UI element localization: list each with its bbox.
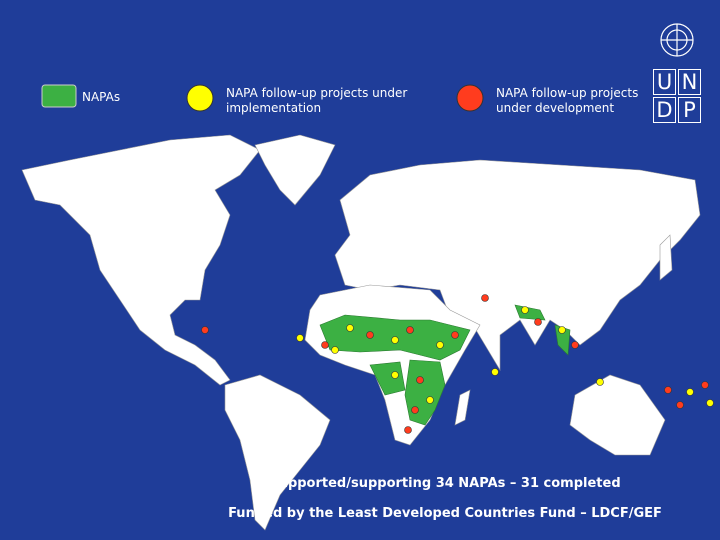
dot xyxy=(664,386,672,394)
central-africa xyxy=(369,361,406,396)
dot xyxy=(331,346,339,354)
legend-swatch xyxy=(456,84,484,112)
dot xyxy=(571,341,579,349)
summary: Supported/supporting 34 NAPAs – 31 compl… xyxy=(269,476,621,491)
dot xyxy=(346,324,354,332)
legend-swatch xyxy=(186,84,214,112)
undp-logo: U N D P xyxy=(652,68,702,124)
logo-letter: U xyxy=(653,69,676,95)
dot xyxy=(521,306,529,314)
logo-letter: D xyxy=(653,97,676,123)
dot xyxy=(411,406,419,414)
dot xyxy=(436,341,444,349)
dot xyxy=(491,368,499,376)
dot xyxy=(416,376,424,384)
dot xyxy=(426,396,434,404)
project-dots xyxy=(201,294,714,434)
un-emblem xyxy=(660,23,694,57)
legend-label: NAPA follow-up projects under developmen… xyxy=(496,86,639,115)
dot xyxy=(676,401,684,409)
dot xyxy=(558,326,566,334)
dot xyxy=(366,331,374,339)
north-america xyxy=(21,134,261,386)
dot xyxy=(481,294,489,302)
dot xyxy=(686,388,694,396)
logo-letter: N xyxy=(678,69,701,95)
dot xyxy=(451,331,459,339)
eurasia xyxy=(334,159,701,372)
dot xyxy=(706,399,714,407)
legend-swatch xyxy=(41,84,77,108)
dot xyxy=(404,426,412,434)
japan xyxy=(659,234,673,281)
dot xyxy=(596,378,604,386)
legend-label: NAPAs xyxy=(82,90,121,104)
south-america xyxy=(224,374,331,531)
dot xyxy=(391,371,399,379)
legend-label: NAPA follow-up projects under implementa… xyxy=(226,86,408,115)
dot xyxy=(201,326,209,334)
australia xyxy=(569,374,666,456)
dot xyxy=(296,334,304,342)
madagascar xyxy=(454,389,471,426)
funding: Funded by the Least Developed Countries … xyxy=(228,506,662,521)
dot xyxy=(391,336,399,344)
east-africa xyxy=(404,359,446,426)
dot xyxy=(406,326,414,334)
dot xyxy=(534,318,542,326)
greenland xyxy=(254,134,336,206)
dot xyxy=(321,341,329,349)
logo-letter: P xyxy=(678,97,701,123)
dot xyxy=(701,381,709,389)
